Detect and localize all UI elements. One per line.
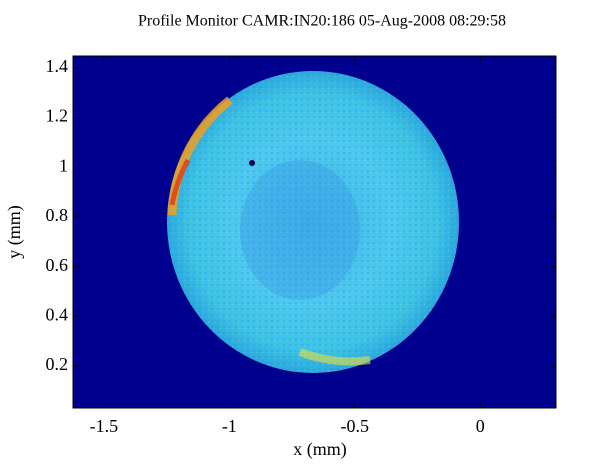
x-tick-label: -1.5 <box>90 416 119 436</box>
x-axis-label: x (mm) <box>293 439 347 460</box>
y-tick-label: 0.4 <box>46 304 69 324</box>
x-tick-label: -1 <box>222 416 237 436</box>
y-tick-label: 0.2 <box>46 354 69 374</box>
y-tick-label: 1.2 <box>46 106 69 126</box>
image <box>73 56 556 408</box>
plot-frame <box>72 55 557 409</box>
y-tick-label: 1 <box>59 155 68 175</box>
chart-title: Profile Monitor CAMR:IN20:186 05-Aug-200… <box>138 13 506 30</box>
beam-edge-hotter <box>169 158 191 206</box>
beam-edge-warm <box>298 348 371 366</box>
defect <box>249 160 255 166</box>
y-axis-label: y (mm) <box>4 205 25 259</box>
beam-texture <box>167 71 459 373</box>
y-tick-label: 0.8 <box>46 205 69 225</box>
x-tick-label: 0 <box>476 416 485 436</box>
beam-shade <box>240 160 360 300</box>
x-tick-label: -0.5 <box>341 416 370 436</box>
y-tick-label: 0.6 <box>46 255 69 275</box>
y-tick-label: 1.4 <box>46 56 69 76</box>
